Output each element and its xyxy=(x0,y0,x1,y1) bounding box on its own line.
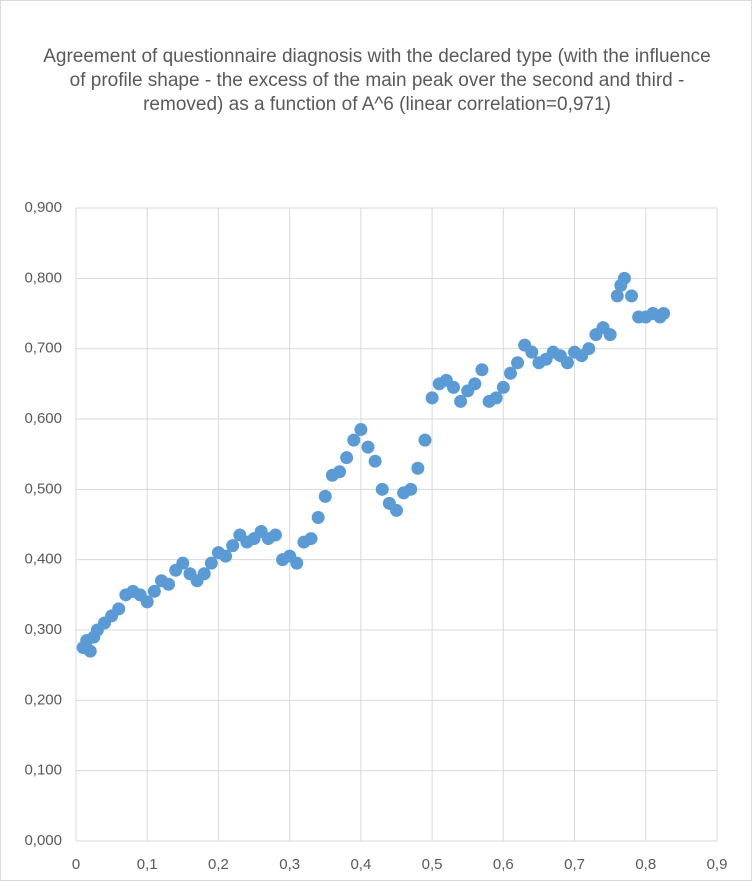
point xyxy=(468,377,482,391)
x-tick-label: 0,9 xyxy=(707,856,728,873)
y-tick-label: 0,600 xyxy=(24,410,62,427)
point xyxy=(176,556,190,570)
x-tick-label: 0,2 xyxy=(208,856,229,873)
x-tick-label: 0,3 xyxy=(279,856,300,873)
x-tick-label: 0,7 xyxy=(564,856,585,873)
y-tick-label: 0,900 xyxy=(24,199,62,216)
point xyxy=(354,423,368,437)
point xyxy=(625,289,639,303)
x-tick-label: 0,4 xyxy=(350,856,371,873)
point xyxy=(560,356,574,370)
point xyxy=(311,510,325,524)
point xyxy=(503,366,517,380)
y-tick-label: 0,200 xyxy=(24,691,62,708)
point xyxy=(112,602,126,616)
y-tick-label: 0,100 xyxy=(24,762,62,779)
point xyxy=(226,539,240,553)
x-tick-label: 0,6 xyxy=(493,856,514,873)
y-tick-label: 0,500 xyxy=(24,480,62,497)
point xyxy=(83,644,97,658)
point xyxy=(511,356,525,370)
y-tick-label: 0,300 xyxy=(24,621,62,638)
point xyxy=(411,461,425,475)
point xyxy=(268,528,282,542)
point xyxy=(489,391,503,405)
y-tick-label: 0,400 xyxy=(24,551,62,568)
point xyxy=(375,482,389,496)
point xyxy=(404,482,418,496)
point xyxy=(340,451,354,465)
point xyxy=(617,271,631,285)
point xyxy=(368,454,382,468)
point xyxy=(304,532,318,546)
point xyxy=(361,440,375,454)
x-tick-label: 0 xyxy=(72,856,80,873)
y-tick-label: 0,000 xyxy=(24,832,62,849)
point xyxy=(525,345,539,359)
point xyxy=(197,567,211,581)
point xyxy=(454,394,468,408)
x-tick-label: 0,5 xyxy=(422,856,443,873)
point xyxy=(162,577,176,591)
point xyxy=(204,556,218,570)
point xyxy=(140,595,154,609)
point xyxy=(475,363,489,377)
y-tick-label: 0,700 xyxy=(24,340,62,357)
point xyxy=(290,556,304,570)
point xyxy=(418,433,432,447)
point xyxy=(446,380,460,394)
point xyxy=(610,289,624,303)
point xyxy=(333,465,347,479)
point xyxy=(147,584,161,598)
point xyxy=(582,342,596,356)
chart-title: Agreement of questionnaire diagnosis wit… xyxy=(43,46,711,115)
x-tick-label: 0,8 xyxy=(635,856,656,873)
point xyxy=(219,549,233,563)
point xyxy=(496,380,510,394)
point xyxy=(390,503,403,517)
y-tick-label: 0,800 xyxy=(24,269,62,286)
point xyxy=(603,328,617,342)
point xyxy=(657,307,671,320)
point xyxy=(347,433,361,447)
point xyxy=(318,489,332,503)
x-tick-label: 0,1 xyxy=(137,856,158,873)
point xyxy=(425,391,439,405)
